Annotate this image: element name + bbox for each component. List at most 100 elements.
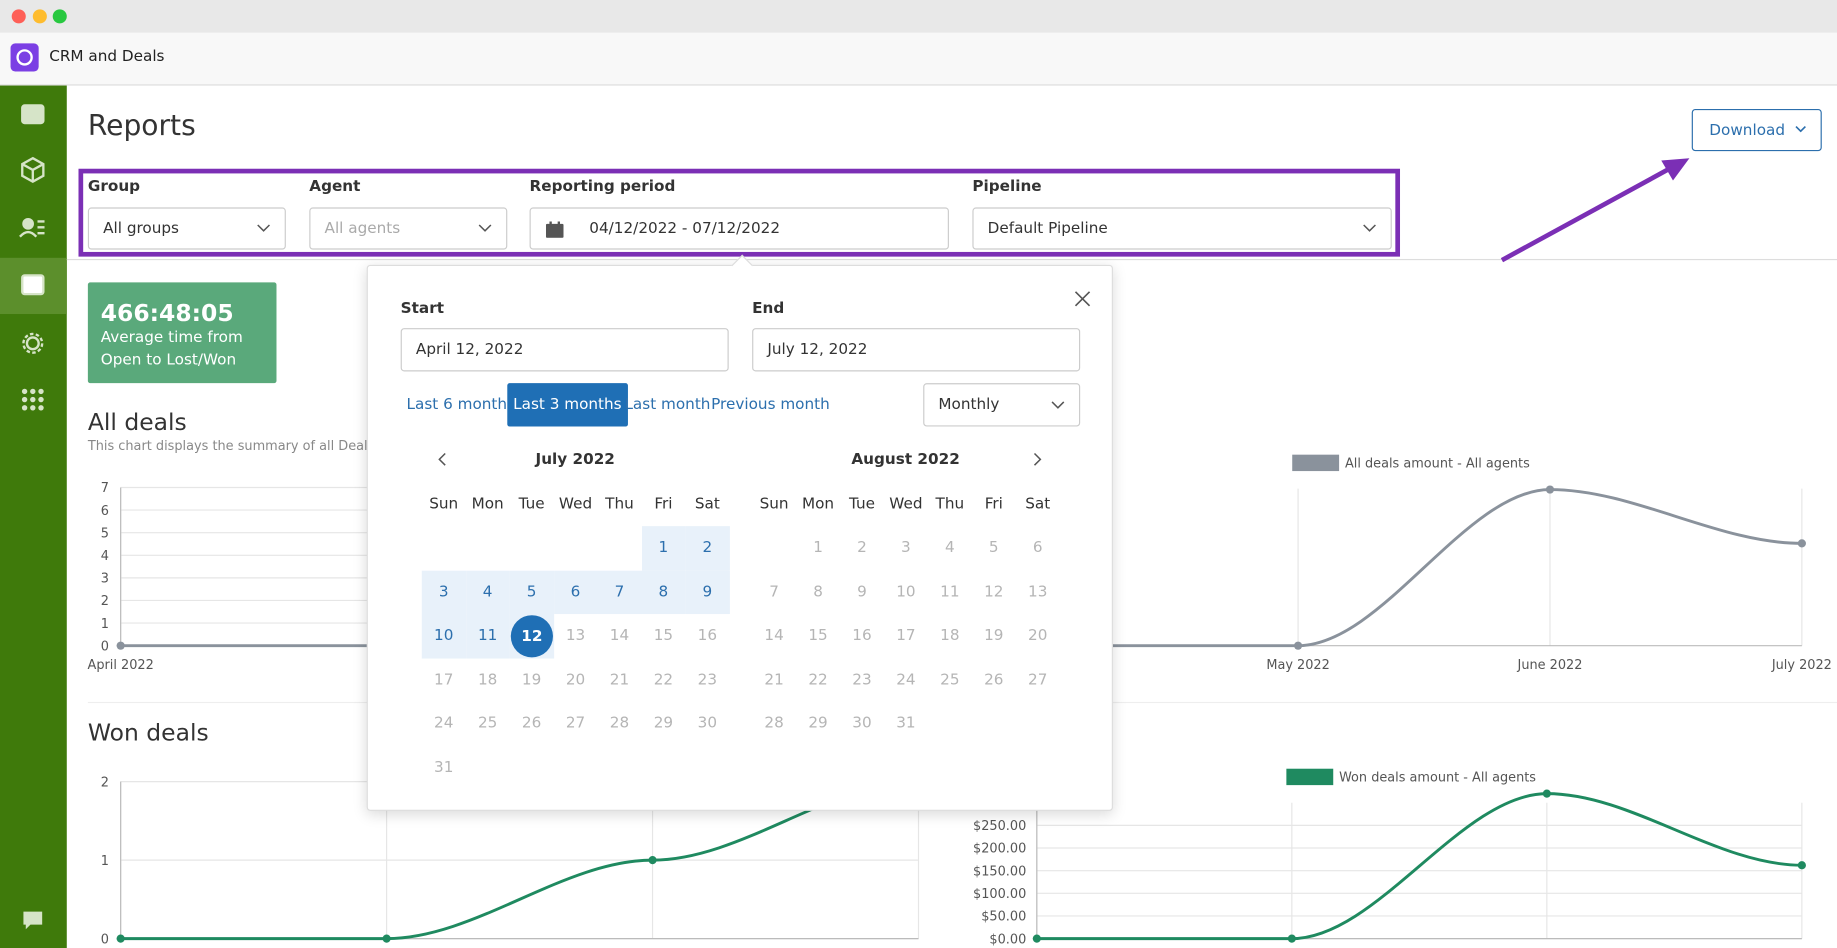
day-cell[interactable]: 28 <box>597 702 641 746</box>
day-cell[interactable]: 4 <box>465 570 510 615</box>
day-cell[interactable]: 10 <box>421 614 466 658</box>
icon-products[interactable] <box>21 156 45 183</box>
day-cell[interactable]: 9 <box>840 570 884 614</box>
day-cell[interactable]: 18 <box>466 658 510 702</box>
day-cell[interactable]: 19 <box>972 614 1016 658</box>
day-cell[interactable]: 11 <box>465 614 510 658</box>
day-cell[interactable]: 25 <box>928 658 972 702</box>
day-cell[interactable]: 29 <box>641 702 685 746</box>
day-cell[interactable]: 10 <box>884 570 928 614</box>
day-cell[interactable]: 13 <box>1016 570 1060 614</box>
day-cell[interactable]: 6 <box>553 570 598 615</box>
day-cell[interactable]: 29 <box>796 702 840 746</box>
day-cell[interactable]: 25 <box>466 702 510 746</box>
day-cell[interactable]: 24 <box>884 658 928 702</box>
day-cell[interactable]: 13 <box>554 614 598 658</box>
day-cell[interactable]: 26 <box>510 702 554 746</box>
day-cell[interactable]: 7 <box>597 570 642 615</box>
day-cell[interactable]: 5 <box>509 570 554 615</box>
day-cell[interactable]: 31 <box>884 702 928 746</box>
download-label: Download <box>1709 121 1786 139</box>
day-number: 27 <box>565 715 586 733</box>
end-input[interactable]: July 12, 2022 <box>752 328 1081 372</box>
y-tick-label: 7 <box>101 481 109 496</box>
preset-option[interactable]: Last month <box>624 396 711 414</box>
day-cell[interactable]: 30 <box>840 702 884 746</box>
weekday: Sat <box>694 495 720 514</box>
day-cell[interactable]: 5 <box>972 526 1016 570</box>
day-number: 7 <box>614 583 625 601</box>
close-dot[interactable] <box>11 9 26 24</box>
day-number: 24 <box>434 715 454 733</box>
day-cell[interactable]: 3 <box>884 526 928 570</box>
section-title: All deals <box>87 407 187 436</box>
day-cell[interactable]: 3 <box>421 570 466 615</box>
day-cell[interactable]: 7 <box>752 570 796 614</box>
preset-option[interactable]: Last 3 months <box>507 383 628 427</box>
day-cell[interactable]: 16 <box>840 614 884 658</box>
day-number: 30 <box>852 715 872 733</box>
day-number: 2 <box>702 539 713 557</box>
icon-chat[interactable] <box>23 911 43 930</box>
day-cell[interactable]: 18 <box>928 614 972 658</box>
day-cell[interactable]: 6 <box>1016 526 1060 570</box>
day-cell[interactable]: 31 <box>422 746 466 790</box>
day-number: 10 <box>896 583 916 601</box>
day-cell[interactable]: 28 <box>752 702 796 746</box>
day-cell[interactable]: 16 <box>685 614 729 658</box>
day-cell[interactable]: 26 <box>972 658 1016 702</box>
weekday: Wed <box>558 495 593 514</box>
minimize-dot[interactable] <box>32 9 47 24</box>
weekday: Sun <box>759 495 789 514</box>
day-cell[interactable]: 8 <box>641 570 686 615</box>
day-cell[interactable]: 11 <box>928 570 972 614</box>
maximize-dot[interactable] <box>52 9 67 24</box>
day-cell[interactable]: 20 <box>554 658 598 702</box>
icon-contacts[interactable] <box>22 217 34 230</box>
day-cell[interactable]: 20 <box>1016 614 1060 658</box>
day-cell[interactable]: 21 <box>752 658 796 702</box>
day-cell[interactable]: 14 <box>752 614 796 658</box>
day-cell[interactable]: 17 <box>422 658 466 702</box>
day-cell[interactable]: 15 <box>796 614 840 658</box>
start-input[interactable]: April 12, 2022 <box>400 328 729 372</box>
data-point <box>1542 789 1551 798</box>
day-cell[interactable]: 21 <box>597 658 641 702</box>
day-cell[interactable]: 2 <box>685 526 730 571</box>
day-cell[interactable]: 30 <box>685 702 729 746</box>
next-month[interactable] <box>1032 452 1042 466</box>
icon-reports[interactable] <box>21 274 45 296</box>
day-cell[interactable]: 14 <box>597 614 641 658</box>
day-cell[interactable]: 12 <box>972 570 1016 614</box>
y-tick-label: 5 <box>101 526 109 541</box>
granularity-select[interactable]: Monthly <box>923 383 1081 427</box>
day-cell[interactable]: 17 <box>884 614 928 658</box>
day-cell[interactable]: 27 <box>1016 658 1060 702</box>
section-title: Won deals <box>87 718 209 747</box>
icon-settings[interactable] <box>25 336 40 351</box>
day-cell[interactable]: 2 <box>840 526 884 570</box>
day-cell[interactable]: 22 <box>641 658 685 702</box>
day-cell[interactable]: 9 <box>685 570 730 615</box>
stat-card: 466:48:05 Average time from Open to Lost… <box>87 282 277 384</box>
day-cell[interactable]: 12 <box>509 614 554 658</box>
icon-apps[interactable] <box>21 388 44 411</box>
day-number: 21 <box>609 671 630 689</box>
icon-deals[interactable] <box>21 104 45 125</box>
day-cell[interactable]: 15 <box>641 614 685 658</box>
day-cell[interactable]: 4 <box>928 526 972 570</box>
download-button[interactable]: Download <box>1691 108 1822 152</box>
day-cell[interactable]: 23 <box>840 658 884 702</box>
preset-option[interactable]: Previous month <box>711 396 830 414</box>
day-cell[interactable]: 19 <box>510 658 554 702</box>
day-cell[interactable]: 24 <box>422 702 466 746</box>
day-cell[interactable]: 1 <box>796 526 840 570</box>
close-button[interactable] <box>1074 291 1091 307</box>
day-cell[interactable]: 8 <box>796 570 840 614</box>
day-cell[interactable]: 27 <box>554 702 598 746</box>
prev-month[interactable] <box>438 452 447 466</box>
day-cell[interactable]: 1 <box>641 526 686 571</box>
preset-option[interactable]: Last 6 months <box>406 396 516 414</box>
day-cell[interactable]: 22 <box>796 658 840 702</box>
day-cell[interactable]: 23 <box>685 658 729 702</box>
